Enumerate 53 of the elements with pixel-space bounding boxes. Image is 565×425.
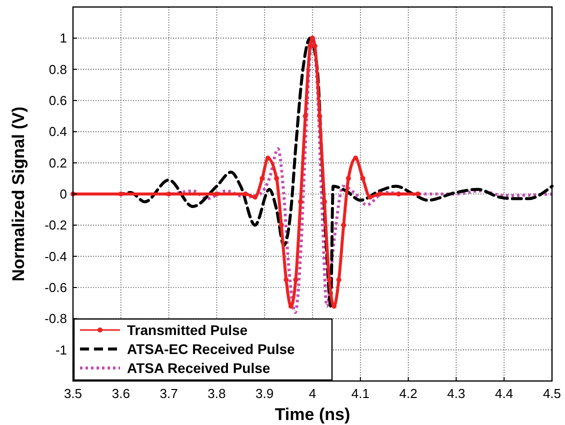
point	[242, 192, 248, 196]
y-tick-label: 0.8	[48, 62, 67, 77]
point	[293, 277, 298, 282]
legend-label: ATSA-EC Received Pulse	[127, 341, 296, 357]
y-tick-label: -0.4	[44, 248, 67, 264]
y-tick-label: 0	[60, 186, 67, 202]
point	[341, 222, 346, 228]
point	[396, 192, 402, 196]
legend-label: ATSA Received Pulse	[127, 360, 270, 376]
point	[260, 176, 265, 181]
y-tick-label: 1	[60, 30, 67, 46]
x-tick-label: 4.5	[542, 386, 562, 401]
y-tick-label: 0.4	[48, 124, 67, 140]
x-tick-label: 4.3	[447, 386, 466, 401]
point	[274, 176, 280, 181]
point	[265, 156, 270, 161]
x-tick-label: 4.2	[399, 386, 418, 401]
point	[317, 114, 322, 119]
point	[322, 199, 327, 204]
point	[298, 199, 304, 204]
y-tick-label: 0.2	[48, 155, 67, 170]
point	[308, 43, 313, 48]
x-tick-label: 4	[308, 386, 316, 401]
x-tick-label: 4.4	[495, 386, 514, 401]
y-tick-label: 0.6	[48, 93, 67, 108]
legend-label: Transmitted Pulse	[127, 322, 248, 338]
point	[312, 43, 318, 48]
point	[346, 176, 351, 181]
y-tick-label: -0.6	[44, 280, 67, 295]
point	[302, 114, 308, 119]
point	[166, 192, 172, 196]
y-tick-label: -0.8	[44, 311, 67, 326]
point	[415, 192, 420, 196]
x-tick-label: 4.1	[351, 386, 370, 401]
x-tick-label: 3.7	[160, 386, 178, 401]
point	[353, 156, 358, 161]
point	[252, 194, 258, 200]
point	[360, 176, 366, 181]
point	[118, 192, 124, 196]
point	[284, 277, 289, 282]
x-tick-label: 3.5	[64, 386, 82, 401]
point	[336, 277, 342, 282]
x-tick-label: 3.9	[256, 386, 274, 401]
point	[214, 192, 220, 196]
x-axis-title: Time (ns)	[274, 405, 350, 424]
point	[367, 194, 372, 200]
y-tick-label: -1	[55, 342, 67, 358]
y-tick-label: -0.2	[44, 218, 67, 233]
point	[326, 277, 332, 282]
x-tick-label: 3.6	[112, 386, 130, 401]
point	[278, 222, 284, 228]
y-axis-title: Normalized Signal (V)	[9, 106, 28, 282]
x-tick-label: 3.8	[208, 386, 226, 401]
